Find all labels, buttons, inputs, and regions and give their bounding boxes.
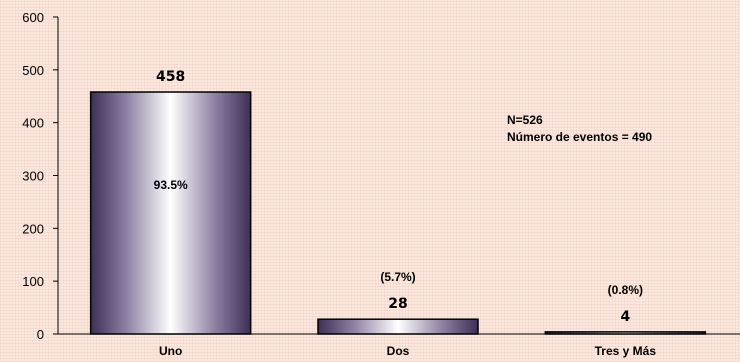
category-label: Uno — [159, 344, 182, 358]
y-tick-label: 400 — [22, 116, 44, 131]
bars: 458 93.5% 28 (5.7%) 4 (0.8%) — [89, 69, 707, 335]
value-label: 458 — [156, 69, 185, 85]
y-tick-label: 0 — [37, 327, 44, 342]
value-label: 4 — [620, 309, 630, 325]
percent-label: (5.7%) — [380, 270, 415, 284]
y-axis: 0 100 200 300 400 500 600 — [22, 10, 59, 342]
y-tick-label: 100 — [22, 274, 44, 289]
annotations: N=526 Número de eventos = 490 — [507, 113, 652, 144]
y-tick-label: 500 — [22, 63, 44, 78]
y-tick-label: 200 — [22, 221, 44, 236]
bar-uno — [89, 91, 252, 335]
annotation-text: Número de eventos = 490 — [507, 130, 652, 144]
y-tick-label: 600 — [22, 10, 44, 25]
category-label: Tres y Más — [595, 344, 657, 358]
y-tick-label: 300 — [22, 169, 44, 184]
x-axis: Uno Dos Tres y Más — [58, 333, 740, 358]
category-label: Dos — [387, 344, 410, 358]
bar-dos — [317, 318, 479, 335]
percent-label: 93.5% — [154, 178, 188, 192]
value-label: 28 — [388, 296, 407, 312]
annotation-text: N=526 — [507, 113, 543, 127]
percent-label: (0.8%) — [608, 283, 643, 297]
